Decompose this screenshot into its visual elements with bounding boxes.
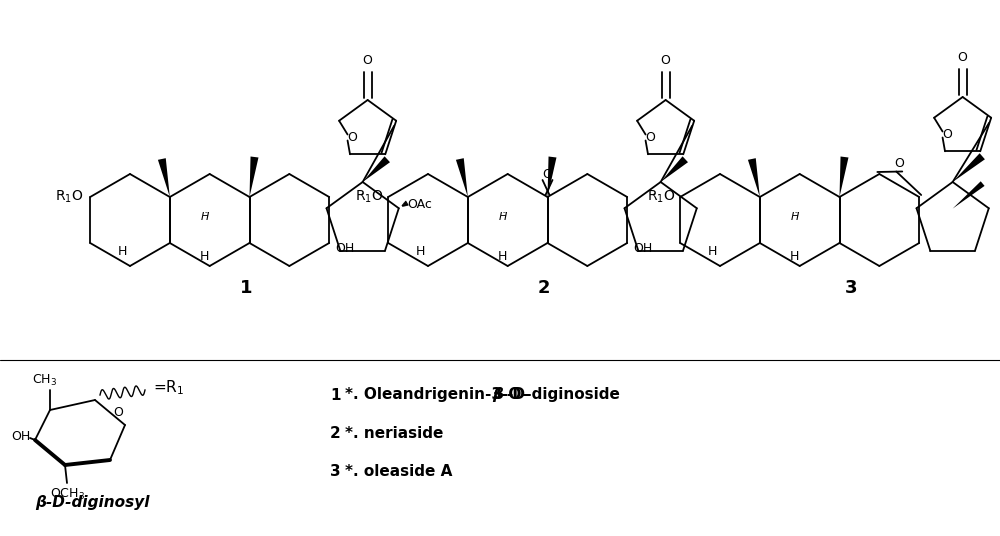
Polygon shape bbox=[250, 157, 258, 197]
Text: CH$_3$: CH$_3$ bbox=[32, 373, 58, 388]
Text: Ḧ: Ḧ bbox=[200, 212, 209, 222]
Text: OAc: OAc bbox=[407, 198, 432, 211]
Text: H: H bbox=[200, 250, 209, 263]
Polygon shape bbox=[548, 157, 556, 197]
Text: 2: 2 bbox=[538, 279, 551, 297]
Text: 3: 3 bbox=[845, 279, 858, 297]
Text: O: O bbox=[943, 128, 953, 141]
Text: *. neriaside: *. neriaside bbox=[345, 426, 443, 441]
Text: O: O bbox=[958, 51, 968, 64]
Text: 2: 2 bbox=[330, 426, 341, 441]
Text: O: O bbox=[661, 54, 671, 67]
Text: O: O bbox=[543, 168, 552, 182]
Text: Ḧ: Ḧ bbox=[790, 212, 799, 222]
Text: OCH$_3$: OCH$_3$ bbox=[50, 487, 84, 502]
Text: O: O bbox=[113, 406, 123, 419]
Text: OH: OH bbox=[11, 430, 30, 443]
Text: *. oleaside A: *. oleaside A bbox=[345, 464, 452, 479]
Text: O: O bbox=[894, 157, 904, 170]
Text: O: O bbox=[646, 131, 656, 144]
Text: β-D-diginosyl: β-D-diginosyl bbox=[35, 495, 150, 510]
Text: R$_1$O: R$_1$O bbox=[647, 189, 675, 205]
Text: OH: OH bbox=[335, 242, 354, 255]
Text: Ḧ: Ḧ bbox=[498, 212, 507, 222]
Text: H: H bbox=[415, 245, 425, 258]
Text: H: H bbox=[117, 245, 127, 258]
Polygon shape bbox=[953, 181, 985, 209]
Polygon shape bbox=[748, 158, 760, 197]
Text: H: H bbox=[790, 250, 799, 263]
Text: -D-diginoside: -D-diginoside bbox=[506, 388, 620, 403]
Text: β: β bbox=[492, 388, 503, 403]
Text: O: O bbox=[348, 131, 358, 144]
Text: R$_1$O: R$_1$O bbox=[55, 189, 83, 205]
Text: H: H bbox=[707, 245, 717, 258]
Polygon shape bbox=[953, 153, 985, 182]
Polygon shape bbox=[661, 157, 688, 182]
Text: R$_1$O: R$_1$O bbox=[355, 189, 383, 205]
Polygon shape bbox=[363, 157, 390, 182]
Text: 1: 1 bbox=[330, 388, 340, 403]
Polygon shape bbox=[456, 158, 468, 197]
Text: O: O bbox=[363, 54, 373, 67]
Text: =R$_1$: =R$_1$ bbox=[153, 378, 184, 397]
Polygon shape bbox=[840, 157, 848, 197]
Text: 1: 1 bbox=[240, 279, 253, 297]
Text: 3: 3 bbox=[330, 464, 341, 479]
Text: OH: OH bbox=[633, 242, 652, 255]
Text: *. Oleandrigenin-3-O-: *. Oleandrigenin-3-O- bbox=[345, 388, 528, 403]
Text: H: H bbox=[498, 250, 507, 263]
Polygon shape bbox=[158, 158, 170, 197]
